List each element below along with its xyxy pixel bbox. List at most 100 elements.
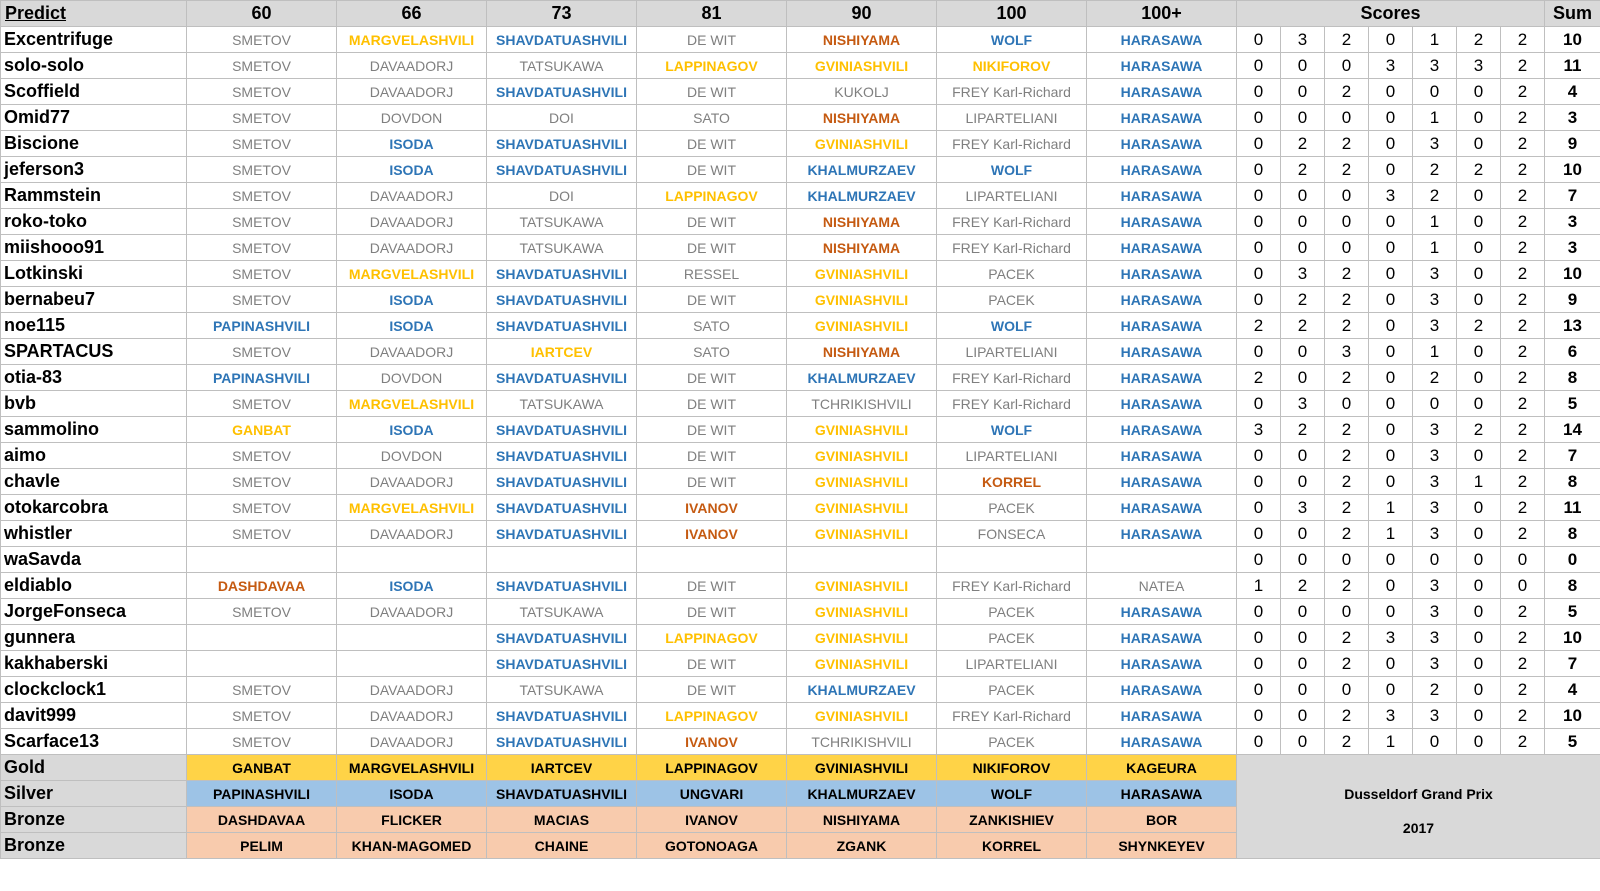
score-cell: 0 <box>1368 364 1413 391</box>
medal-name: DASHDAVAA <box>186 806 337 833</box>
player-row: aimo SMETOV DOVDON SHAVDATUASHVILI DE WIT GVI… <box>0 442 1600 469</box>
pick-cell: SHAVDATUASHVILI <box>486 364 637 391</box>
score-cell: 0 <box>1368 78 1413 105</box>
pick-cell: GVINIASHVILI <box>786 260 937 287</box>
header-cell: 66 <box>336 0 487 27</box>
pick-cell: SHAVDATUASHVILI <box>486 312 637 339</box>
pick-cell: SMETOV <box>186 338 337 365</box>
score-cell: 0 <box>1280 338 1325 365</box>
medal-name: PELIM <box>186 832 337 859</box>
score-cell: 0 <box>1236 624 1281 651</box>
pick-cell: GVINIASHVILI <box>786 494 937 521</box>
pick-cell <box>336 624 487 651</box>
pick-cell <box>936 546 1087 573</box>
pick-cell: DE WIT <box>636 130 787 157</box>
pick-cell: IVANOV <box>636 728 787 755</box>
score-cell: 2 <box>1412 182 1457 209</box>
pick-cell: SMETOV <box>186 286 337 313</box>
score-cell: 3 <box>1412 520 1457 547</box>
score-cell: 2 <box>1324 78 1369 105</box>
pick-cell: SATO <box>636 104 787 131</box>
score-cell: 0 <box>1280 364 1325 391</box>
score-cell: 0 <box>1456 728 1501 755</box>
score-cell: 0 <box>1456 546 1501 573</box>
score-cell: 2 <box>1499 260 1546 287</box>
score-cell: 0 <box>1499 572 1546 599</box>
pick-cell: HARASAWA <box>1086 416 1237 443</box>
pick-cell: HARASAWA <box>1086 286 1237 313</box>
score-cell: 0 <box>1456 208 1501 235</box>
score-cell: 3 <box>1456 52 1501 79</box>
sum-cell: 5 <box>1544 598 1600 625</box>
player-row: Scoffield SMETOV DAVAADORJ SHAVDATUASHVILI D… <box>0 78 1600 105</box>
player-row: Rammstein SMETOV DAVAADORJ DOI LAPPINAGOV KHA… <box>0 182 1600 209</box>
player-name: JorgeFonseca <box>0 598 187 625</box>
pick-cell: HARASAWA <box>1086 338 1237 365</box>
medal-name: PAPINASHVILI <box>186 780 337 807</box>
player-name: bvb <box>0 390 187 417</box>
pick-cell: LIPARTELIANI <box>936 104 1087 131</box>
pick-cell: SHAVDATUASHVILI <box>486 520 637 547</box>
score-cell: 0 <box>1412 728 1457 755</box>
pick-cell: NISHIYAMA <box>786 208 937 235</box>
pick-cell <box>186 624 337 651</box>
pick-cell <box>486 546 637 573</box>
pick-cell: DAVAADORJ <box>336 234 487 261</box>
score-cell: 2 <box>1499 624 1546 651</box>
score-cell: 0 <box>1324 52 1369 79</box>
sum-cell: 10 <box>1544 702 1600 729</box>
score-cell: 1 <box>1412 104 1457 131</box>
pick-cell: SHAVDATUASHVILI <box>486 572 637 599</box>
pick-cell: KUKOLJ <box>786 78 937 105</box>
score-cell: 0 <box>1456 182 1501 209</box>
score-cell: 0 <box>1280 728 1325 755</box>
pick-cell: DE WIT <box>636 26 787 53</box>
pick-cell: DE WIT <box>636 234 787 261</box>
score-cell: 2 <box>1324 520 1369 547</box>
score-cell: 0 <box>1236 26 1281 53</box>
pick-cell: WOLF <box>936 26 1087 53</box>
medal-name: IARTCEV <box>486 754 637 781</box>
pick-cell: PACEK <box>936 260 1087 287</box>
score-cell: 0 <box>1368 286 1413 313</box>
score-cell: 2 <box>1236 364 1281 391</box>
score-cell: 0 <box>1456 260 1501 287</box>
pick-cell: ISODA <box>336 130 487 157</box>
pick-cell: PAPINASHVILI <box>186 364 337 391</box>
player-name: Rammstein <box>0 182 187 209</box>
pick-cell: DAVAADORJ <box>336 208 487 235</box>
medal-name: BOR <box>1086 806 1237 833</box>
pick-cell: DE WIT <box>636 208 787 235</box>
pick-cell: SHAVDATUASHVILI <box>486 156 637 183</box>
score-cell: 2 <box>1499 364 1546 391</box>
score-cell: 2 <box>1499 234 1546 261</box>
score-cell: 2 <box>1499 468 1546 495</box>
pick-cell: SHAVDATUASHVILI <box>486 416 637 443</box>
pick-cell: MARGVELASHVILI <box>336 494 487 521</box>
pick-cell: SMETOV <box>186 104 337 131</box>
player-name: gunnera <box>0 624 187 651</box>
pick-cell: GVINIASHVILI <box>786 442 937 469</box>
pick-cell: WOLF <box>936 312 1087 339</box>
pick-cell: ISODA <box>336 416 487 443</box>
score-cell: 2 <box>1499 208 1546 235</box>
pick-cell: SHAVDATUASHVILI <box>486 78 637 105</box>
pick-cell: SMETOV <box>186 468 337 495</box>
score-cell: 0 <box>1236 546 1281 573</box>
player-name: sammolino <box>0 416 187 443</box>
score-cell: 2 <box>1324 312 1369 339</box>
score-cell: 0 <box>1236 468 1281 495</box>
score-cell: 3 <box>1324 338 1369 365</box>
score-cell: 0 <box>1280 598 1325 625</box>
pick-cell: DE WIT <box>636 676 787 703</box>
player-name: waSavda <box>0 546 187 573</box>
pick-cell: RESSEL <box>636 260 787 287</box>
medal-label: Bronze <box>0 832 187 859</box>
score-cell: 1 <box>1412 234 1457 261</box>
pick-cell: GVINIASHVILI <box>786 598 937 625</box>
pick-cell <box>336 650 487 677</box>
score-cell: 0 <box>1368 156 1413 183</box>
pick-cell: KHALMURZAEV <box>786 182 937 209</box>
score-cell: 2 <box>1412 364 1457 391</box>
pick-cell: WOLF <box>936 156 1087 183</box>
